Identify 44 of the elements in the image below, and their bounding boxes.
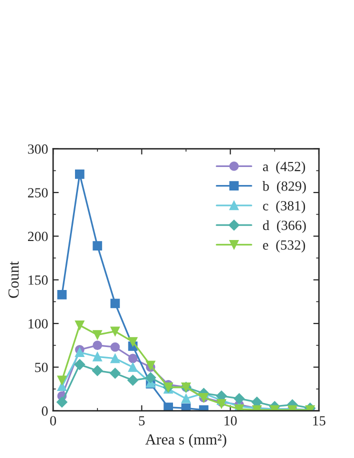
- point: [128, 337, 138, 347]
- point: [128, 354, 138, 364]
- y-tick-label: 150: [28, 275, 48, 285]
- y-tick-label: 250: [28, 188, 48, 198]
- legend-label: e (532): [263, 240, 306, 253]
- point: [181, 394, 191, 404]
- point: [110, 326, 120, 336]
- point: [110, 298, 120, 308]
- point: [57, 382, 67, 392]
- x-tick-label: 15: [313, 416, 326, 426]
- y-tick-label: 100: [28, 319, 48, 328]
- point: [127, 374, 138, 386]
- legend-label: d (366): [262, 220, 306, 233]
- y-axis-title: Count: [8, 261, 19, 298]
- point: [234, 393, 245, 404]
- point: [56, 396, 68, 408]
- point: [110, 354, 120, 364]
- legend-label: c (381): [263, 200, 306, 214]
- point: [92, 365, 103, 376]
- point: [75, 320, 84, 330]
- x-tick-label: 5: [139, 416, 145, 426]
- x-tick-label: 10: [224, 416, 237, 426]
- x-tick-label: 0: [50, 416, 56, 426]
- y-tick-label: 0: [42, 406, 48, 416]
- point: [110, 342, 120, 352]
- point: [92, 352, 102, 362]
- point: [92, 330, 102, 340]
- point: [57, 290, 67, 300]
- y-tick-label: 300: [28, 144, 48, 154]
- legend-label: b (829): [262, 181, 306, 194]
- point: [57, 376, 67, 385]
- x-axis-title: Area s (mm²): [145, 434, 226, 448]
- point: [145, 372, 156, 384]
- legend-label: a (452): [262, 161, 306, 174]
- point: [164, 402, 173, 411]
- point: [92, 340, 102, 350]
- point: [110, 368, 121, 379]
- point: [75, 348, 84, 358]
- y-tick-label: 50: [35, 362, 48, 372]
- y-tick-label: 200: [28, 232, 48, 242]
- point: [75, 169, 84, 179]
- point: [74, 359, 86, 370]
- point: [128, 362, 138, 372]
- point: [92, 241, 102, 250]
